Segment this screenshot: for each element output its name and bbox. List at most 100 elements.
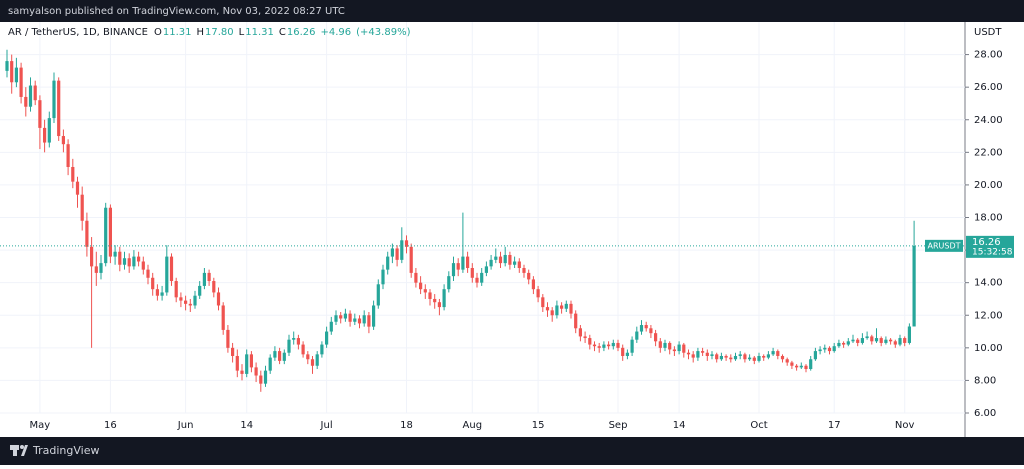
candle-body — [404, 240, 409, 247]
candle-body — [343, 313, 347, 319]
y-tick-label: 22.00 — [974, 147, 1003, 158]
candle-body — [151, 277, 155, 290]
candle-body — [804, 365, 808, 370]
candle-body — [696, 351, 700, 358]
candle-body — [108, 207, 112, 257]
candle-body — [456, 263, 460, 270]
candle-body — [560, 305, 564, 309]
x-tick-label: 16 — [104, 420, 117, 431]
candle-body — [710, 354, 714, 356]
candle-body — [785, 359, 789, 363]
candle-body — [278, 351, 282, 361]
candle-body — [489, 259, 493, 267]
y-tick-label: 26.00 — [974, 82, 1003, 93]
candle-body — [508, 254, 512, 265]
candle-body — [212, 281, 216, 293]
candle-body — [423, 289, 427, 293]
candle-body — [813, 351, 817, 360]
candle-body — [531, 279, 535, 290]
grid: 6.008.0010.0012.0014.0016.0018.0020.0022… — [0, 22, 1003, 431]
y-tick-label: 28.00 — [974, 50, 1003, 61]
candle-body — [118, 251, 122, 265]
candle-body — [179, 297, 183, 301]
x-tick-label: 18 — [400, 420, 413, 431]
candle-body — [184, 300, 188, 304]
x-tick-label: 14 — [673, 420, 686, 431]
candle-body — [461, 256, 465, 270]
candle-body — [188, 303, 192, 306]
candle-body — [494, 256, 498, 260]
candle-body — [263, 370, 268, 384]
candle-body — [160, 292, 164, 296]
candle-body — [122, 258, 127, 265]
candle-body — [874, 338, 879, 342]
candle-body — [296, 338, 300, 345]
legend-value: +4.96 — [321, 27, 352, 38]
candle-body — [658, 341, 662, 348]
candle-body — [52, 80, 56, 119]
header-bar — [0, 0, 1024, 22]
candle-body — [527, 272, 531, 280]
candle-body — [889, 339, 893, 342]
candle-body — [367, 315, 371, 327]
candle-body — [174, 281, 178, 298]
candle-body — [395, 248, 399, 260]
candle-body — [141, 261, 145, 270]
candle-body — [155, 289, 159, 296]
candle-body — [832, 346, 836, 352]
candle-body — [320, 344, 324, 355]
candle-body — [198, 285, 202, 296]
candle-body — [672, 349, 676, 352]
y-tick-label: 10.00 — [974, 343, 1003, 354]
candle-body — [165, 256, 169, 293]
overlay: AR / TetherUS, 1D, BINANCE ARUSDT 16.2615… — [0, 27, 1014, 258]
candle-body — [207, 272, 211, 282]
footer-text: TradingView — [32, 444, 99, 457]
candle-body — [625, 352, 629, 356]
candle-body — [898, 338, 902, 345]
candle-body — [381, 269, 385, 285]
candle-body — [226, 329, 230, 348]
legend-symbol: AR / TetherUS, 1D, BINANCE — [8, 27, 148, 38]
candle-body — [85, 220, 89, 247]
candle-body — [310, 359, 315, 366]
candle-body — [80, 194, 84, 221]
candle-body — [611, 342, 615, 347]
candle-body — [292, 338, 296, 340]
candle-body — [503, 254, 507, 264]
candle-body — [409, 246, 413, 273]
candle-body — [719, 355, 723, 360]
candle-body — [169, 256, 174, 282]
candle-body — [823, 347, 827, 350]
y-tick-label: 8.00 — [974, 375, 996, 386]
candle-body — [24, 96, 28, 107]
candle-body — [428, 292, 432, 299]
candle-body — [104, 207, 108, 264]
candle-body — [517, 261, 521, 269]
candle-body — [235, 355, 239, 371]
candle-body — [146, 269, 150, 278]
candle-body — [386, 256, 390, 270]
candle-body — [353, 318, 357, 322]
candle-body — [522, 268, 526, 273]
candle-body — [14, 67, 18, 83]
candle-body — [400, 240, 404, 260]
candle-body — [325, 331, 329, 345]
x-tick-label: May — [30, 420, 51, 431]
candle-body — [846, 341, 850, 345]
candle-body — [451, 263, 456, 277]
candle-body — [287, 339, 291, 353]
candle-body — [616, 342, 620, 348]
candles — [5, 49, 916, 392]
candle-body — [630, 339, 634, 353]
candle-body — [75, 181, 80, 195]
candle-body — [442, 289, 446, 308]
candle-body — [677, 344, 681, 352]
candle-body — [893, 341, 897, 345]
candle-body — [5, 61, 9, 71]
y-tick-label: 20.00 — [974, 180, 1003, 191]
candle-body — [254, 367, 258, 376]
candle-body — [249, 354, 253, 368]
candle-body — [818, 349, 822, 352]
